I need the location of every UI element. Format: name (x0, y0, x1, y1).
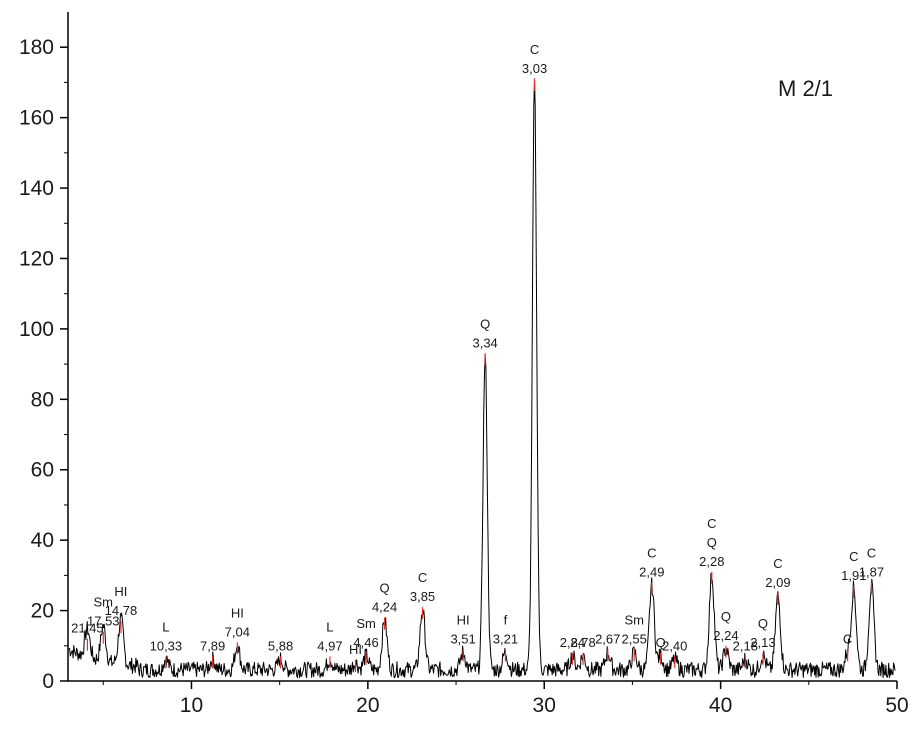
peak-mineral-label: C (647, 545, 656, 560)
peak-mineral-label: f (504, 612, 508, 627)
peak-d-spacing: 1,87 (859, 564, 884, 579)
peak-d-spacing: 4,46 (353, 635, 378, 650)
y-tick-label: 20 (31, 600, 54, 623)
peak-d-spacing: 2,28 (699, 554, 724, 569)
peak-mineral-label: Q (758, 616, 768, 631)
peak-d-spacing: 2,09 (765, 575, 790, 590)
peak-mineral-label: HI (349, 642, 362, 657)
y-tick-label: 100 (19, 318, 54, 341)
peak-d-spacing: 2,67 (595, 631, 620, 646)
peak-d-spacing: 3,51 (450, 631, 475, 646)
x-tick-label: 50 (885, 694, 908, 717)
peak-d-spacing: 2,49 (639, 564, 664, 579)
peak-mineral-label: C (849, 549, 858, 564)
peak-d-spacing: 2,18 (733, 638, 758, 653)
peak-mineral-label: HI (457, 612, 470, 627)
peak-mineral-label: C (843, 631, 852, 646)
x-tick-label: 10 (180, 694, 203, 717)
peak-mineral-label: C (867, 545, 876, 560)
peak-mineral-label: Q (480, 317, 490, 332)
peak-mineral-label: HI (114, 584, 127, 599)
peak-d-spacing: 2,78 (570, 635, 595, 650)
y-tick-label: 180 (19, 36, 54, 59)
peak-d-spacing: 5,88 (268, 638, 293, 653)
peak-mineral-label: C (418, 570, 427, 585)
peak-d-spacing: 2,40 (662, 638, 687, 653)
peak-mineral-label: Q (721, 609, 731, 624)
peak-d-spacing: 17,53 (87, 614, 120, 629)
y-tick-label: 40 (31, 529, 54, 552)
y-tick-label: 80 (31, 388, 54, 411)
y-tick-label: 140 (19, 177, 54, 200)
peak-mineral-label: Sm (624, 612, 644, 627)
x-tick-label: 30 (533, 694, 556, 717)
y-tick-label: 160 (19, 107, 54, 130)
axes: 0 20 40 60 80 100 120 140 160 180 10 20 30 40 50 (19, 12, 909, 717)
peak-d-spacing: 7,89 (200, 638, 225, 653)
chart-title: M 2/1 (778, 76, 833, 101)
peak-d-spacing: 4,24 (372, 600, 397, 615)
peak-d-spacing: 3,34 (472, 336, 497, 351)
peak-d-spacing: 3,85 (410, 589, 435, 604)
peak-d-spacing: 3,03 (522, 61, 547, 76)
peak-d-spacing: 7,04 (225, 624, 250, 639)
peak-mineral-label: HI (231, 605, 244, 620)
peak-mineral-label: Q (656, 635, 666, 650)
x-tick-label: 40 (709, 694, 732, 717)
y-tick-label: 60 (31, 459, 54, 482)
peak-d-spacing: 2,84 (560, 635, 585, 650)
peak-d-spacing: 10,33 (150, 638, 183, 653)
peak-d-spacing: 21,45 (71, 621, 104, 636)
y-tick-label: 0 (42, 670, 54, 693)
peak-d-spacing: 4,97 (317, 638, 342, 653)
peak-d-spacing: 2,55 (622, 631, 647, 646)
peak-d-spacing: 3,21 (493, 631, 518, 646)
peak-d-spacing: 1,91 (841, 568, 866, 583)
peak-d-spacing: 14,78 (105, 603, 138, 618)
peak-mineral-label: C (530, 42, 539, 57)
peak-d-spacing: 2,24 (713, 628, 738, 643)
peak-mineral-label: L (162, 619, 169, 634)
peak-d-spacing: 2,13 (750, 635, 775, 650)
peak-mineral-label: C (773, 556, 782, 571)
x-tick-label: 20 (356, 694, 379, 717)
peak-mineral-label: L (326, 619, 333, 634)
y-tick-label: 120 (19, 247, 54, 270)
diffraction-trace (68, 78, 896, 679)
peak-mineral-label: Q (380, 581, 390, 596)
peak-mineral-label: Sm (94, 595, 114, 610)
peak-mineral-label: Sm (356, 616, 376, 631)
